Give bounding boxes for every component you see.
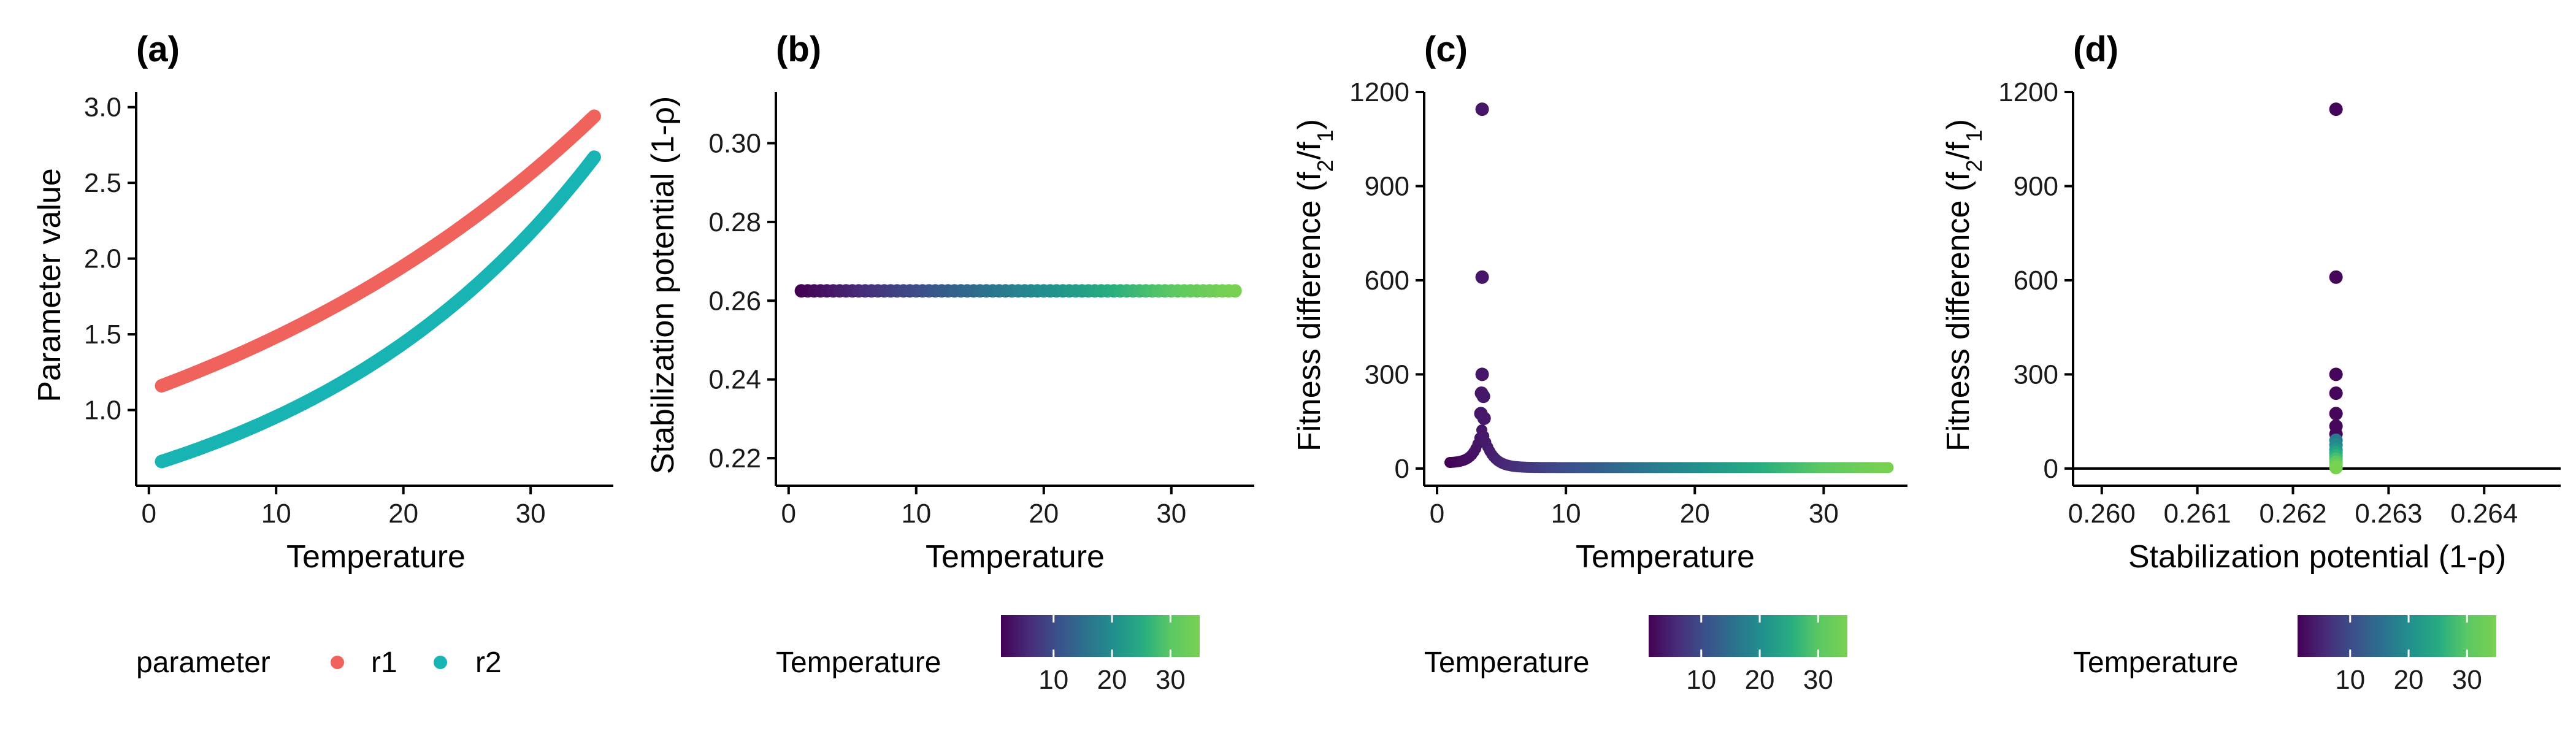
colorbar-tick-label: 30: [2452, 665, 2482, 695]
panel-d-x-tick-label: 0.262: [2259, 499, 2326, 529]
panel-c-x-tick-label: 30: [1809, 499, 1839, 529]
panel-b-x-tick-label: 30: [1156, 499, 1186, 529]
colorbar-title: Temperature: [2073, 646, 2238, 679]
panel-a-y-tick-label: 2.5: [84, 168, 121, 198]
fitness-stabilization-point: [2329, 461, 2343, 475]
parameter-legend-title: parameter: [136, 646, 270, 679]
panel-d-plot: 0.260 0.261 0.262 0.263 0.264 0 300 600 900 1200: [1998, 77, 2561, 529]
panel-d-label: (d): [2073, 29, 2118, 69]
legend-label-r1: r1: [371, 646, 397, 679]
panel-b-x-tick-label: 20: [1029, 499, 1059, 529]
panel-d-x-tick-label: 0.260: [2068, 499, 2136, 529]
panel-b: (b) 0 10 20 30 0.22 0.24 0.26 0.28 0.30 Temperat…: [645, 29, 1254, 575]
panel-a-label: (a): [136, 29, 180, 69]
panel-a: (a) 0 10 20 30 1.0 1.5 2.0 2.5 3.0 Temperature P…: [32, 29, 613, 575]
colorbar-legend-d: Temperature 10 20 30: [2073, 615, 2496, 695]
panel-b-xlabel: Temperature: [926, 539, 1105, 575]
panel-d-x-tick-label: 0.263: [2355, 499, 2422, 529]
fitness-point: [1882, 462, 1894, 473]
fitness-stabilization-point: [2329, 386, 2343, 401]
fitness-stabilization-point: [2329, 270, 2343, 284]
panel-b-x-tick-label: 10: [901, 499, 931, 529]
panel-c-y-tick-label: 0: [1395, 454, 1409, 484]
panel-c-ylabel: Fitness difference (f2/f1): [1292, 119, 1338, 451]
colorbar-tick-label: 10: [1686, 665, 1716, 695]
panel-b-x-tick-label: 0: [781, 499, 796, 529]
fitness-stabilization-point: [2329, 407, 2343, 421]
fitness-stabilization-point: [2329, 102, 2343, 117]
panel-d-y-tick-label: 0: [2044, 454, 2058, 484]
panel-a-xlabel: Temperature: [286, 539, 466, 575]
panel-d-y-tick-label: 300: [2014, 359, 2058, 389]
panel-d-y-tick-label: 600: [2014, 266, 2058, 296]
panel-a-ylabel: Parameter value: [32, 168, 67, 402]
panel-c-xlabel: Temperature: [1576, 539, 1755, 575]
legend-key-r2: [434, 656, 447, 669]
parameter-legend: parameter r1 r2: [136, 646, 502, 679]
panel-c-x-tick-label: 10: [1551, 499, 1581, 529]
colorbar-tick-label: 20: [1097, 665, 1127, 695]
panel-c-x-tick-label: 0: [1430, 499, 1444, 529]
colorbar-tick-label: 30: [1803, 665, 1833, 695]
panel-c-x-tick-label: 20: [1680, 499, 1710, 529]
panel-a-y-tick-label: 1.5: [84, 320, 121, 350]
panel-b-y-tick-label: 0.24: [708, 365, 761, 395]
legend-label-r2: r2: [475, 646, 502, 679]
colorbar-tick-label: 30: [1156, 665, 1186, 695]
panel-d-y-tick-label: 1200: [1998, 77, 2058, 107]
panel-a-plot: 0 10 20 30 1.0 1.5 2.0 2.5 3.0: [84, 92, 613, 529]
panel-c-y-tick-label: 300: [1365, 359, 1409, 389]
fitness-peak-point: [1475, 367, 1489, 381]
colorbar-gradient: [2298, 615, 2496, 657]
panel-d-y-tick-label: 900: [2014, 171, 2058, 201]
colorbar-tick-label: 20: [1745, 665, 1775, 695]
panel-c-y-tick-label: 600: [1365, 266, 1409, 296]
legend-key-r1: [331, 656, 344, 669]
panel-d-xlabel: Stabilization potential (1-ρ): [2128, 539, 2506, 575]
panel-d: (d) 0.260 0.261 0.262 0.263 0.264 0 300 600 900 1…: [1941, 29, 2561, 575]
panel-c-y-tick-label: 1200: [1349, 77, 1409, 107]
colorbar-title: Temperature: [776, 646, 941, 679]
fitness-stabilization-point: [2329, 367, 2343, 381]
panel-b-y-tick-label: 0.22: [708, 443, 761, 473]
fitness-peak-point: [1476, 389, 1490, 404]
series-r2-line: [155, 150, 601, 469]
panel-a-y-tick-label: 1.0: [84, 396, 121, 426]
panel-a-y-tick-label: 3.0: [84, 93, 121, 123]
panel-a-y-tick-label: 2.0: [84, 244, 121, 274]
colorbar-legend-b: Temperature 10 20 30: [776, 615, 1200, 695]
panel-b-y-tick-label: 0.30: [708, 128, 761, 158]
panel-a-x-tick-label: 0: [142, 499, 156, 529]
panel-a-x-tick-label: 30: [516, 499, 546, 529]
panel-c-label: (c): [1424, 29, 1468, 69]
panel-c-y-tick-label: 900: [1365, 171, 1409, 201]
colorbar-legend-c: Temperature 10 20 30: [1424, 615, 1847, 695]
panel-b-plot: 0 10 20 30 0.22 0.24 0.26 0.28 0.30: [708, 92, 1254, 529]
panel-d-x-tick-label: 0.264: [2450, 499, 2518, 529]
panel-b-ylabel: Stabilization potential (1-ρ): [645, 96, 681, 474]
colorbar-gradient: [1649, 615, 1847, 657]
panel-d-x-tick-label: 0.261: [2164, 499, 2231, 529]
fitness-peak-point: [1475, 270, 1489, 284]
series-r1-line: [155, 109, 601, 393]
panel-b-y-tick-label: 0.26: [708, 286, 761, 316]
panel-d-ylabel: Fitness difference (f2/f1): [1941, 119, 1987, 451]
colorbar-tick-label: 10: [2335, 665, 2365, 695]
colorbar-gradient: [1001, 615, 1200, 657]
fitness-peak-point: [1477, 412, 1491, 426]
panel-a-x-tick-label: 10: [261, 499, 291, 529]
colorbar-title: Temperature: [1424, 646, 1589, 679]
panel-a-x-tick-label: 20: [388, 499, 418, 529]
colorbar-tick-label: 20: [2394, 665, 2424, 695]
fitness-peak-point: [1475, 102, 1489, 117]
panel-b-y-tick-label: 0.28: [708, 207, 761, 237]
colorbar-tick-label: 10: [1038, 665, 1068, 695]
panel-b-label: (b): [776, 29, 821, 69]
stabilization-point: [1228, 284, 1242, 298]
